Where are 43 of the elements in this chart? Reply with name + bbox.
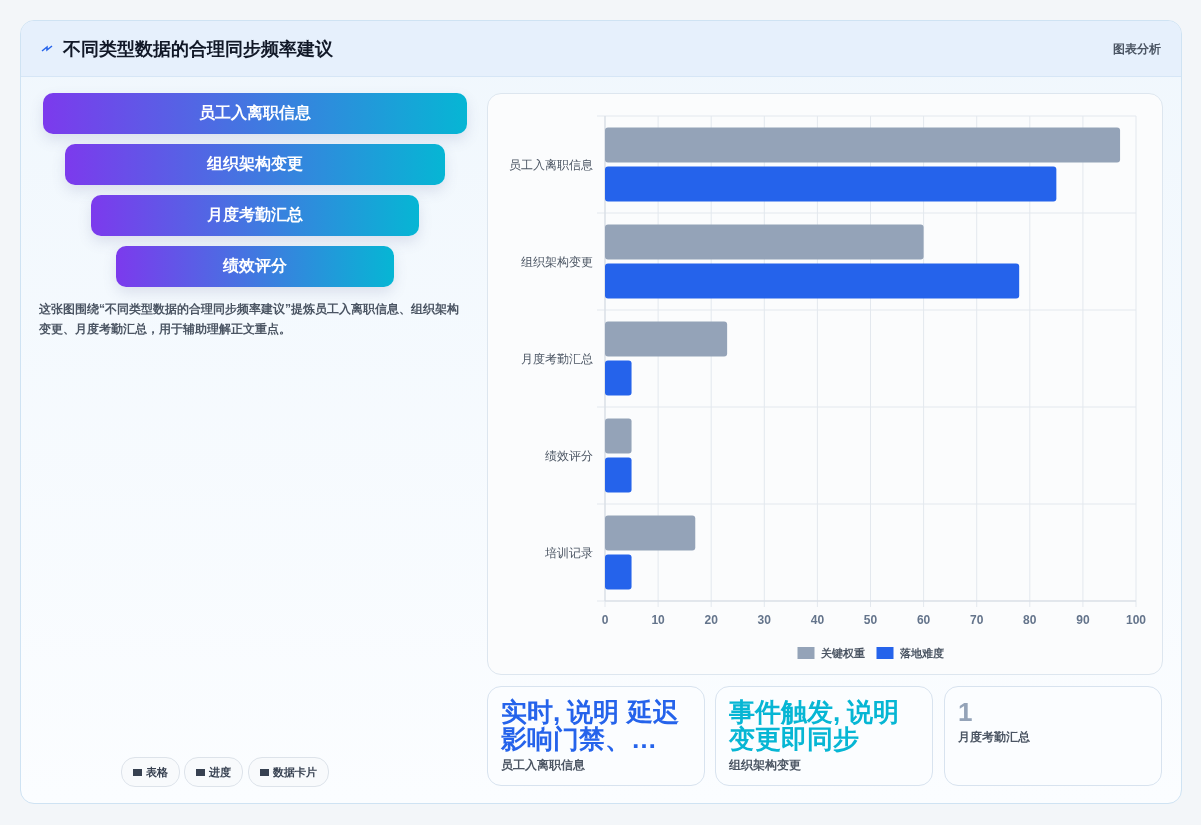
text: 1 [958, 697, 973, 727]
category-label: 组织架构变更 [729, 757, 801, 774]
category-label: 组织架构变更 [65, 144, 445, 185]
text: 不同类型数据的合理同步频率建议 [63, 38, 333, 61]
text: 这张图围绕“不同类型数据的合理同步频率建议”提炼员工入离职信息、组织架构变更、月度考勤汇总，用于辅助理解正文重点。 [39, 301, 460, 338]
category-label: 月度考勤汇总 [91, 195, 419, 236]
category-label: 员工入离职信息 [43, 93, 467, 134]
category-label: 月度考勤汇总 [958, 729, 1030, 746]
category-label: 绩效评分 [116, 246, 394, 287]
y-tick-label: 绩效评分 [545, 448, 593, 463]
y-tick-label: 组织架构变更 [521, 254, 593, 269]
y-tick-label: 月度考勤汇总 [521, 351, 593, 366]
text: 图表分析 [1113, 41, 1161, 58]
bar [605, 263, 1020, 299]
bar [605, 224, 924, 260]
y-tick-label: 员工入离职信息 [509, 157, 593, 172]
x-tick-label: 30 [757, 613, 772, 627]
x-tick-label: 70 [970, 613, 984, 627]
y-tick-label: 培训记录 [544, 545, 593, 560]
bar [605, 457, 632, 493]
x-tick-label: 100 [1125, 613, 1147, 627]
x-tick-label: 60 [916, 613, 931, 627]
bar [605, 166, 1057, 202]
bar [605, 360, 632, 396]
text: 表格 [146, 764, 168, 780]
bar [605, 418, 632, 454]
bar [605, 515, 696, 551]
bar [605, 127, 1121, 163]
text: 实时, 说明 延迟影响门禁、… [501, 697, 679, 754]
x-tick-label: 10 [651, 613, 666, 627]
x-tick-label: 90 [1076, 613, 1090, 627]
legend-label: 关键权重 [819, 647, 865, 659]
text: 数据卡片 [273, 764, 317, 780]
legend-label: 落地难度 [898, 647, 944, 659]
x-tick-label: 40 [810, 613, 825, 627]
x-tick-label: 80 [1023, 613, 1037, 627]
x-tick-label: 20 [704, 613, 719, 627]
x-tick-label: 50 [863, 613, 878, 627]
bar [605, 554, 632, 590]
text: 进度 [209, 764, 231, 780]
text: 事件触发, 说明变更即同步 [729, 697, 900, 754]
x-tick-label: 0 [601, 613, 609, 627]
bar [605, 321, 728, 357]
